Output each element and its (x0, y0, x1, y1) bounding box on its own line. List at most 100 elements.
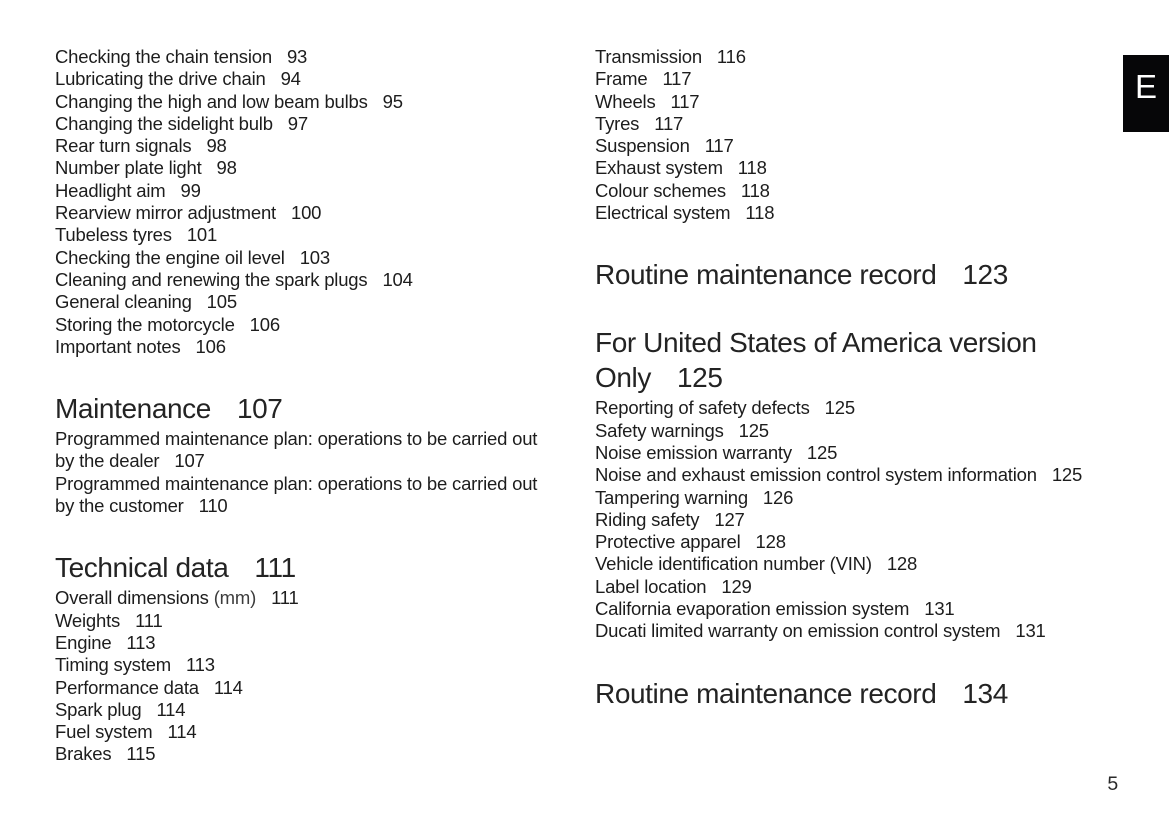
toc-entry: Frame 117 (595, 68, 1140, 90)
toc-entry-label: California evaporation emission system (595, 598, 910, 620)
toc-entry-label: Protective apparel (595, 531, 741, 553)
toc-entry-page-number: 128 (755, 531, 786, 553)
toc-entry-page-number: 98 (206, 135, 227, 157)
toc-entry: Label location 129 (595, 576, 1140, 598)
toc-column-right: Transmission 116 Frame 117 Wheels 117 Tyres 117… (595, 46, 1140, 713)
toc-entry: Important notes 106 (55, 336, 573, 358)
toc-entry-page-number: 105 (206, 291, 237, 313)
toc-entry-label: Cleaning and renewing the spark plugs (55, 268, 368, 290)
section-heading-page-number: 107 (236, 393, 283, 425)
toc-entry-label: Suspension (595, 135, 690, 157)
toc-entry-label: Tubeless tyres (55, 224, 172, 246)
toc-entry: Brakes 115 (55, 743, 573, 765)
toc-entry-page-number: 116 (716, 46, 746, 67)
toc-entry-page-number: 114 (167, 721, 197, 743)
toc-entry-label: Checking the engine oil level (55, 246, 285, 268)
toc-entry: California evaporation emission system 13… (595, 598, 1140, 620)
toc-entry-label: Safety warnings (595, 419, 724, 441)
section-heading-page-number: 123 (962, 259, 1008, 291)
toc-entry-label: Ducati limited warranty on emission cont… (595, 620, 1001, 642)
toc-entry-label: Important notes (55, 335, 181, 357)
toc-entry-label: Tyres (595, 112, 640, 134)
toc-entry-page-number: 117 (704, 135, 734, 157)
toc-entry-page-number: 114 (156, 698, 186, 720)
toc-entry: Tyres 117 (595, 113, 1140, 135)
toc-entry-page-number: 131 (1015, 620, 1046, 642)
toc-entry-label: Checking the chain tension (55, 46, 272, 67)
toc-entry: Electrical system 118 (595, 202, 1140, 224)
toc-entry-label: Noise and exhaust emission control syste… (595, 464, 1037, 486)
toc-entry: Tubeless tyres 101 (55, 224, 573, 246)
toc-column-left: Checking the chain tension 93 Lubricating … (55, 46, 573, 766)
section-heading: Technical data 111 (55, 550, 573, 585)
toc-entry-label: Riding safety (595, 508, 700, 530)
toc-entry-label: Timing system (55, 654, 171, 676)
toc-entry-page-number: 111 (271, 587, 299, 609)
toc-entry-page-number: 131 (924, 598, 955, 620)
toc-entry-page-number: 106 (195, 335, 226, 357)
toc-entry-label: Number plate light (55, 157, 202, 179)
section-heading: Maintenance 107 (55, 391, 573, 426)
toc-entry: Checking the engine oil level 103 (55, 247, 573, 269)
toc-entry: Spark plug 114 (55, 699, 573, 721)
toc-entry-page-number: 94 (280, 68, 301, 90)
section-heading-title: Technical data (55, 552, 229, 584)
toc-entry-label: Tampering warning (595, 486, 748, 508)
section-heading: Routine maintenance record 123 (595, 257, 1140, 292)
toc-entry: Wheels 117 (595, 91, 1140, 113)
toc-entry-label: Fuel system (55, 721, 153, 743)
toc-entry: Weights 111 (55, 610, 573, 632)
section-heading-page-number: 111 (254, 552, 296, 584)
toc-entry: Exhaust system 118 (595, 157, 1140, 179)
toc-entry: Engine 113 (55, 632, 573, 654)
toc-entry: Checking the chain tension 93 (55, 46, 573, 68)
language-tab-letter: E (1134, 67, 1157, 105)
toc-entry: Storing the motorcycle 106 (55, 314, 573, 336)
toc-entry-page-number: 118 (740, 179, 770, 201)
toc-entry-label: Noise emission warranty (595, 441, 792, 463)
toc-entry-page-number: 100 (290, 202, 322, 224)
toc-entry-page-number: 118 (745, 202, 775, 224)
toc-entry-label: Rear turn signals (55, 135, 192, 157)
toc-entry: Changing the sidelight bulb 97 (55, 113, 573, 135)
section-heading-page-number: 134 (962, 677, 1008, 709)
toc-entry: Safety warnings 125 (595, 420, 1140, 442)
toc-entry: Headlight aim 99 (55, 180, 573, 202)
section-heading: For United States of America version Onl… (595, 325, 1140, 395)
toc-entry-page-number: 125 (824, 397, 855, 419)
toc-entry-page-number: 115 (126, 743, 156, 765)
toc-entry-page-number: 125 (806, 441, 838, 463)
section-heading-title: For United States of America version Onl… (595, 327, 1037, 394)
toc-entry: Programmed maintenance plan: operations … (55, 473, 573, 518)
toc-entry-label: Frame (595, 68, 648, 90)
toc-entry-page-number: 110 (198, 495, 228, 517)
toc-entry: Cleaning and renewing the spark plugs 104 (55, 269, 573, 291)
toc-entry: Fuel system 114 (55, 721, 573, 743)
toc-entry-label: Changing the high and low beam bulbs (55, 90, 368, 112)
page-number: 5 (1107, 773, 1118, 795)
toc-entry: General cleaning 105 (55, 291, 573, 313)
toc-entry-page-number: 113 (185, 654, 215, 676)
toc-entry-page-number: 126 (762, 486, 794, 508)
toc-entry-page-number: 117 (654, 112, 684, 134)
language-tab: E (1123, 55, 1169, 132)
toc-entry: Colour schemes 118 (595, 180, 1140, 202)
section-heading-page-number: 125 (676, 362, 723, 394)
toc-entry: Ducati limited warranty on emission cont… (595, 620, 1140, 642)
toc-entry: Programmed maintenance plan: operations … (55, 428, 573, 473)
toc-entry-page-number: 104 (382, 268, 413, 290)
toc-entry-page-number: 111 (135, 609, 163, 631)
toc-entry-label: Brakes (55, 743, 112, 765)
toc-entry: Reporting of safety defects 125 (595, 397, 1140, 419)
toc-entry-unit: (mm) (213, 587, 257, 609)
toc-entry-page-number: 95 (382, 90, 403, 112)
toc-entry: Number plate light 98 (55, 157, 573, 179)
section-heading-title: Maintenance (55, 393, 211, 425)
toc-entry-label: Transmission (595, 46, 702, 67)
toc-entry: Riding safety 127 (595, 509, 1140, 531)
toc-entry-label: Weights (55, 609, 121, 631)
toc-entry: Transmission 116 (595, 46, 1140, 68)
toc-entry-label: Label location (595, 575, 707, 597)
toc-entry-page-number: 129 (721, 575, 752, 597)
toc-entry-label: Colour schemes (595, 179, 726, 201)
